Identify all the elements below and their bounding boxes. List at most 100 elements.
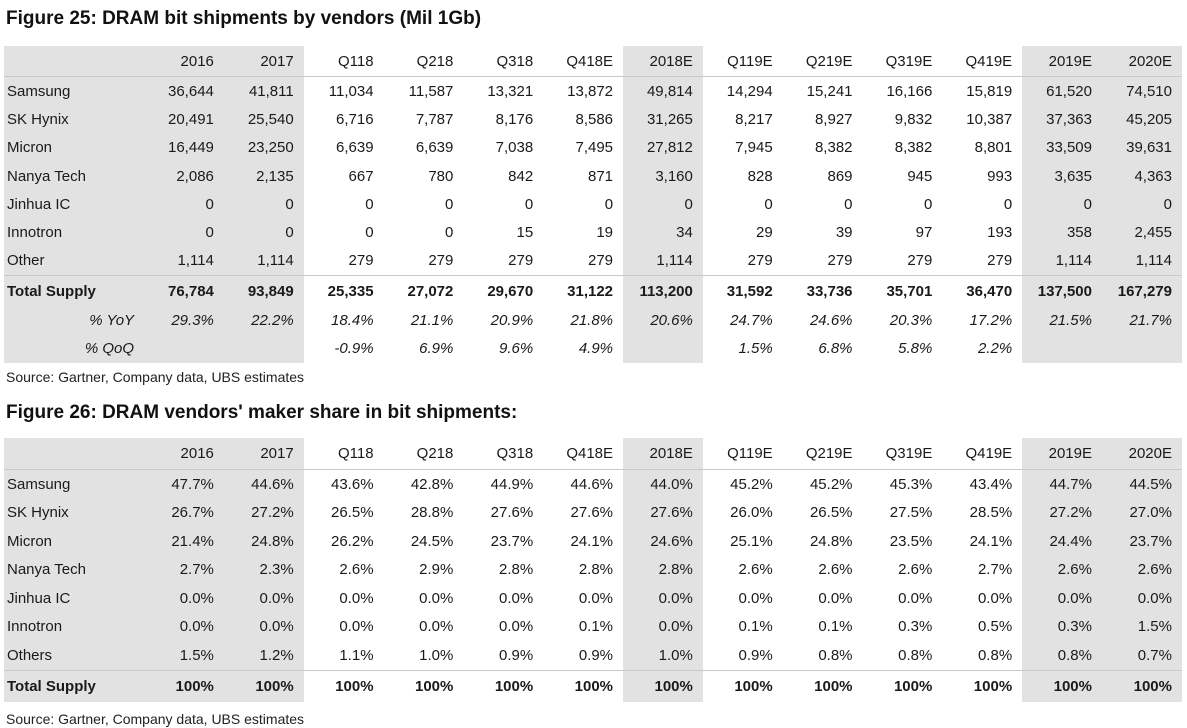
column-header: Q418E: [566, 445, 614, 462]
table-cell: 279: [827, 252, 853, 270]
table-cell: 2.6%: [818, 561, 853, 579]
table-cell: 0.8%: [818, 646, 853, 664]
table-row: Innotron 0 0 0 0 15 19 34 29 39 97 193 358 2,455: [4, 218, 1182, 247]
table-cell: 29: [756, 224, 773, 242]
table-cell: 0.9%: [499, 646, 534, 664]
table-cell: 2.2%: [977, 340, 1013, 358]
table-cell: 0.0%: [339, 618, 374, 636]
table-cell: 869: [827, 167, 853, 185]
table-cell: 6.9%: [419, 340, 454, 358]
table-cell: 0: [924, 195, 933, 213]
table-cell: 0: [1003, 195, 1013, 213]
table-cell: 100%: [335, 677, 374, 695]
column-header: 2016: [144, 46, 224, 77]
table-cell: 36,470: [966, 282, 1013, 300]
table-row: Innotron 0.0% 0.0% 0.0% 0.0% 0.0% 0.1% 0.0% 0.1%…: [4, 612, 1182, 641]
table-cell: 27,812: [623, 133, 703, 162]
table-cell: 279: [508, 252, 534, 270]
table-row: SK Hynix 20,491 25,540 6,716 7,787 8,176 8,586…: [4, 105, 1182, 134]
table-cell: 61,520: [1022, 76, 1102, 106]
table-cell: 0.0%: [419, 618, 454, 636]
table-cell: 0.0%: [977, 589, 1013, 607]
table-cell: 27.6%: [490, 504, 534, 522]
dram-bit-shipments-table: 2016 2017 Q118 Q218 Q318 Q418E 2018E Q119E Q219E…: [4, 46, 1182, 363]
table-cell: 100%: [1102, 670, 1182, 702]
row-label: Total Supply: [4, 670, 145, 702]
row-label: Nanya Tech: [4, 161, 145, 191]
row-label: Micron: [4, 133, 145, 162]
table-cell: 279: [348, 252, 374, 270]
figure-25-source: Source: Gartner, Company data, UBS estim…: [6, 369, 305, 385]
table-cell: 100%: [415, 677, 454, 695]
table-cell: 47.7%: [144, 469, 224, 499]
table-cell: 2,455: [1102, 218, 1182, 247]
table-body: Samsung 47.7% 44.6% 43.6% 42.8% 44.9% 44.6% 44.…: [4, 469, 1182, 702]
table-cell: 24.4%: [1022, 527, 1102, 556]
table-cell: 8,382: [814, 139, 853, 157]
table-cell: 44.0%: [623, 469, 703, 499]
table-cell: 93,849: [223, 275, 304, 307]
table-cell: 24.8%: [223, 527, 304, 556]
column-header: Q118: [337, 52, 374, 70]
table-cell: [1102, 334, 1182, 363]
table-cell: 24.6%: [809, 311, 853, 329]
column-header: 2019E: [1022, 438, 1102, 470]
table-cell: 25,335: [327, 282, 374, 300]
table-cell: 43.6%: [331, 475, 374, 493]
table-cell: 842: [508, 167, 534, 185]
table-cell: 11,034: [328, 82, 374, 100]
table-cell: 9,832: [894, 110, 933, 128]
table-cell: 4,363: [1102, 161, 1182, 191]
table-cell: 6,639: [336, 139, 374, 157]
table-cell: 0.0%: [818, 589, 853, 607]
table-cell: 100%: [1022, 670, 1102, 702]
table-cell: 0.0%: [1022, 584, 1102, 613]
table-cell: 31,122: [567, 282, 614, 300]
table-cell: 21.8%: [570, 311, 614, 329]
table-cell: 23.7%: [490, 532, 534, 550]
table-cell: 15: [516, 224, 534, 242]
table-cell: 8,801: [974, 139, 1013, 157]
table-cell: 2.8%: [623, 555, 703, 584]
table-cell: 6,716: [336, 110, 374, 128]
table-cell: 97: [915, 224, 933, 242]
table-cell: 27.2%: [223, 498, 304, 527]
table-cell: 14,294: [726, 82, 773, 100]
table-cell: 4.9%: [578, 340, 614, 358]
figure-26-source: Source: Gartner, Company data, UBS estim…: [6, 711, 305, 727]
column-header: Q119E: [727, 52, 773, 70]
table-cell: 34: [623, 218, 703, 247]
column-header: Q219E: [805, 445, 853, 462]
table-cell: 2.7%: [144, 555, 224, 584]
table-cell: 279: [907, 252, 933, 270]
table-cell: 49,814: [623, 76, 703, 106]
table-cell: 11,587: [408, 82, 454, 100]
column-header: Q218: [416, 445, 454, 462]
table-cell: 1.2%: [223, 641, 304, 670]
column-header: Q119E: [727, 445, 773, 462]
table-cell: 0.3%: [1022, 612, 1102, 641]
table-cell: 0.0%: [144, 612, 224, 641]
table-cell: 23,250: [223, 133, 304, 162]
table-cell: 0.0%: [898, 589, 933, 607]
table-cell: 100%: [814, 677, 853, 695]
table-cell: 0.0%: [578, 589, 614, 607]
table-cell: 1.5%: [1102, 612, 1182, 641]
table-cell: 8,586: [575, 110, 614, 128]
table-row: Micron 16,449 23,250 6,639 6,639 7,038 7,495 27…: [4, 133, 1182, 162]
table-cell: 2.7%: [977, 561, 1013, 579]
column-header: Q219E: [805, 52, 853, 70]
table-row: Others 1.5% 1.2% 1.1% 1.0% 0.9% 0.9% 1.0% 0.9% 0.…: [4, 641, 1182, 670]
table-cell: 113,200: [623, 275, 703, 307]
table-cell: 22.2%: [223, 306, 304, 335]
table-cell: 18.4%: [331, 311, 374, 329]
row-label: Samsung: [4, 76, 145, 106]
row-label: Innotron: [4, 218, 145, 247]
total-row: Total Supply 76,784 93,849 25,335 27,072 29,6…: [4, 275, 1182, 307]
row-label: Total Supply: [4, 275, 145, 307]
table-cell: 16,449: [144, 133, 224, 162]
row-label: Other: [4, 246, 145, 276]
table-cell: 23.5%: [889, 532, 933, 550]
table-cell: 828: [747, 167, 773, 185]
row-label: Innotron: [4, 612, 145, 641]
